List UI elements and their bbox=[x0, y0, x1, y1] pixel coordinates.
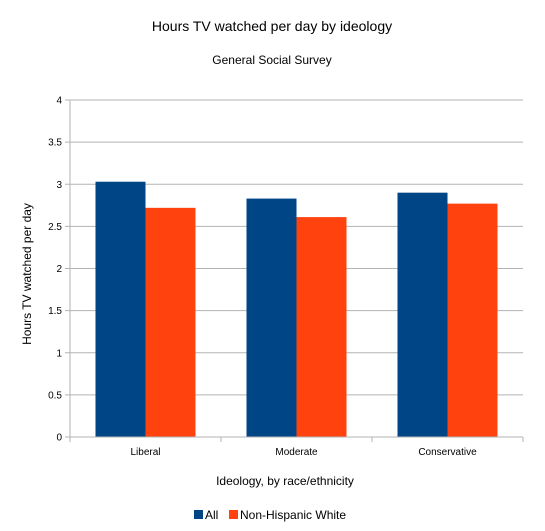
chart-title: Hours TV watched per day by ideology bbox=[152, 18, 392, 34]
y-tick-label: 1 bbox=[56, 348, 62, 359]
y-tick-label: 2.5 bbox=[48, 222, 62, 233]
y-tick-label: 3 bbox=[56, 180, 62, 191]
bar-all-liberal bbox=[95, 181, 146, 437]
x-axis-ticks: Liberal Moderate Conservative bbox=[69, 437, 524, 458]
y-tick-label: 0.5 bbox=[48, 390, 62, 401]
y-tick-label: 3.5 bbox=[48, 138, 62, 149]
axes bbox=[69, 100, 523, 438]
legend-label: All bbox=[205, 508, 218, 522]
y-tick-label: 1.5 bbox=[48, 306, 62, 317]
bar-non-hispanic-white-liberal bbox=[145, 207, 196, 437]
x-tick-label: Moderate bbox=[275, 447, 318, 458]
y-axis-label: Hours TV watched per day bbox=[20, 203, 34, 345]
legend-swatch bbox=[194, 510, 203, 519]
y-tick-label: 4 bbox=[56, 96, 62, 107]
chart-subtitle: General Social Survey bbox=[212, 53, 331, 67]
y-axis-ticks: 0 0.5 1 1.5 2 2.5 3 3.5 4 bbox=[48, 96, 70, 444]
bars bbox=[95, 181, 498, 437]
x-tick-label: Liberal bbox=[130, 447, 160, 458]
x-axis-label: Ideology, by race/ethnicity bbox=[216, 474, 354, 488]
legend-swatch bbox=[229, 510, 238, 519]
bar-all-moderate bbox=[246, 198, 297, 437]
y-tick-label: 0 bbox=[56, 433, 62, 444]
legend-label: Non-Hispanic White bbox=[240, 508, 346, 522]
bar-non-hispanic-white-conservative bbox=[447, 203, 498, 437]
bar-non-hispanic-white-moderate bbox=[296, 217, 347, 437]
bar-all-conservative bbox=[397, 192, 448, 437]
x-tick-label: Conservative bbox=[418, 447, 477, 458]
y-tick-label: 2 bbox=[56, 264, 62, 275]
legend: All Non-Hispanic White bbox=[194, 508, 346, 522]
